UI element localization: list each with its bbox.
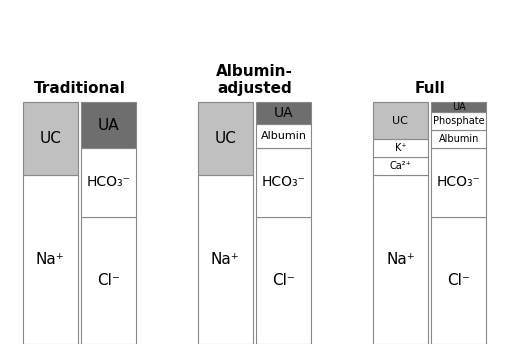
Text: Full: Full xyxy=(414,81,445,97)
Text: Na⁺: Na⁺ xyxy=(211,252,240,267)
Bar xyxy=(431,102,486,112)
Text: HCO₃⁻: HCO₃⁻ xyxy=(437,176,481,190)
Bar xyxy=(373,157,428,175)
Text: Cl⁻: Cl⁻ xyxy=(97,273,120,288)
Bar xyxy=(431,130,486,148)
Bar xyxy=(373,139,428,157)
Text: Phosphate: Phosphate xyxy=(433,115,484,126)
Bar xyxy=(256,102,311,124)
Bar xyxy=(431,148,486,217)
Bar xyxy=(81,217,136,344)
Text: Traditional: Traditional xyxy=(33,81,125,97)
Text: Albumin: Albumin xyxy=(261,131,307,141)
Bar xyxy=(373,175,428,344)
Text: Albumin: Albumin xyxy=(439,134,479,144)
Text: UA: UA xyxy=(98,118,119,133)
Bar xyxy=(198,102,253,175)
Bar xyxy=(23,102,78,175)
Bar xyxy=(256,148,311,217)
Bar xyxy=(81,102,136,148)
Bar xyxy=(198,175,253,344)
Text: UA: UA xyxy=(452,102,465,112)
Text: K⁺: K⁺ xyxy=(395,143,406,153)
Bar xyxy=(373,102,428,139)
Text: UC: UC xyxy=(39,131,61,146)
Text: Na⁺: Na⁺ xyxy=(36,252,65,267)
Text: UC: UC xyxy=(392,115,409,126)
Text: UA: UA xyxy=(274,106,293,120)
Bar xyxy=(431,217,486,344)
Text: HCO₃⁻: HCO₃⁻ xyxy=(262,176,306,190)
Text: Ca²⁺: Ca²⁺ xyxy=(390,161,411,171)
Bar xyxy=(256,124,311,148)
Text: HCO₃⁻: HCO₃⁻ xyxy=(87,176,131,190)
Bar xyxy=(256,217,311,344)
Text: Cl⁻: Cl⁻ xyxy=(447,273,470,288)
Text: Na⁺: Na⁺ xyxy=(386,252,415,267)
Bar xyxy=(81,148,136,217)
Text: Cl⁻: Cl⁻ xyxy=(272,273,295,288)
Text: UC: UC xyxy=(215,131,236,146)
Bar xyxy=(431,112,486,130)
Text: Albumin-
adjusted: Albumin- adjusted xyxy=(216,64,293,97)
Bar xyxy=(23,175,78,344)
